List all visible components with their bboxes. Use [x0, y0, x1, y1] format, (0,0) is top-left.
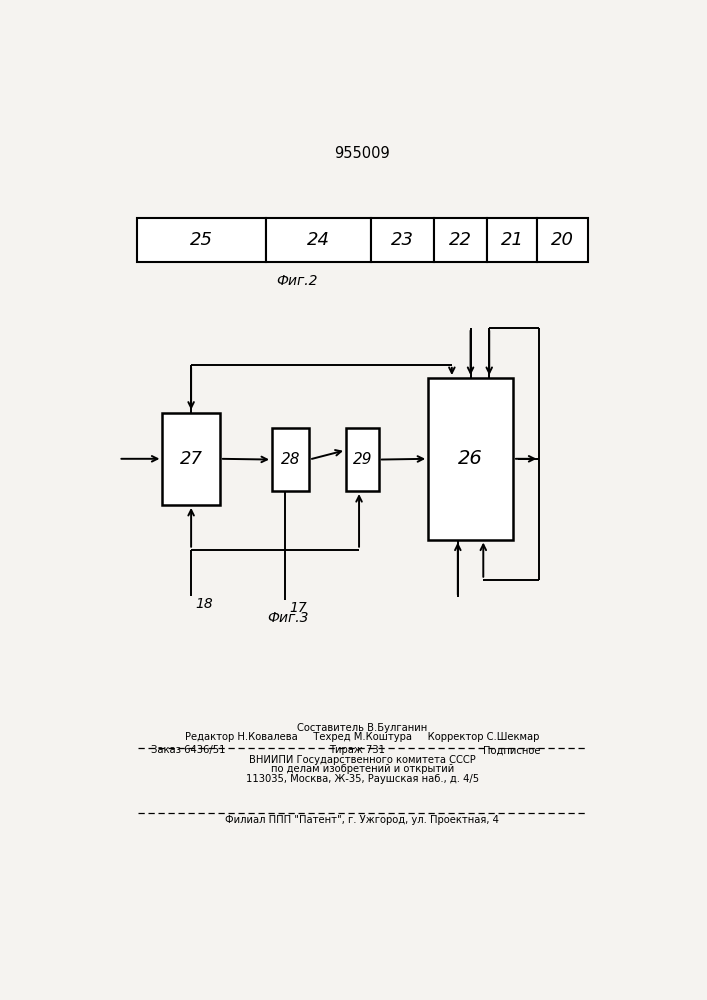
Text: 23: 23 — [391, 231, 414, 249]
Text: 18: 18 — [196, 597, 214, 611]
Text: 20: 20 — [551, 231, 574, 249]
Text: Фиг.2: Фиг.2 — [276, 274, 317, 288]
Bar — [266, 218, 371, 262]
Text: Филиал ППП "Патент", г. Ужгород, ул. Проектная, 4: Филиал ППП "Патент", г. Ужгород, ул. Про… — [226, 815, 499, 825]
Bar — [136, 218, 266, 262]
Text: 22: 22 — [449, 231, 472, 249]
Text: 955009: 955009 — [334, 146, 390, 161]
Bar — [434, 218, 486, 262]
Bar — [163, 413, 220, 505]
Text: Заказ 6436/51: Заказ 6436/51 — [151, 745, 226, 755]
Text: 29: 29 — [353, 452, 372, 467]
Bar — [486, 218, 537, 262]
Text: 21: 21 — [501, 231, 523, 249]
Text: 24: 24 — [307, 231, 330, 249]
Text: Редактор Н.Ковалева     Техред М.Коштура     Корректор С.Шекмар: Редактор Н.Ковалева Техред М.Коштура Кор… — [185, 732, 539, 742]
Text: по делам изобретений и открытий: по делам изобретений и открытий — [271, 764, 454, 774]
Bar — [428, 378, 513, 540]
Text: 26: 26 — [458, 449, 483, 468]
Text: Фиг.3: Фиг.3 — [268, 611, 309, 625]
Text: ВНИИПИ Государственного комитета СССР: ВНИИПИ Государственного комитета СССР — [249, 755, 476, 765]
Text: 17: 17 — [289, 601, 307, 615]
Text: 27: 27 — [180, 450, 203, 468]
Text: Составитель В.Булганин: Составитель В.Булганин — [297, 723, 428, 733]
Bar — [272, 428, 309, 491]
Text: 28: 28 — [281, 452, 300, 467]
Text: Тираж 731: Тираж 731 — [329, 745, 385, 755]
Text: 113035, Москва, Ж-35, Раушская наб., д. 4/5: 113035, Москва, Ж-35, Раушская наб., д. … — [246, 774, 479, 784]
Text: 25: 25 — [190, 231, 213, 249]
Text: Подписное: Подписное — [483, 745, 540, 755]
Bar — [371, 218, 434, 262]
Bar — [537, 218, 588, 262]
Bar — [346, 428, 379, 491]
